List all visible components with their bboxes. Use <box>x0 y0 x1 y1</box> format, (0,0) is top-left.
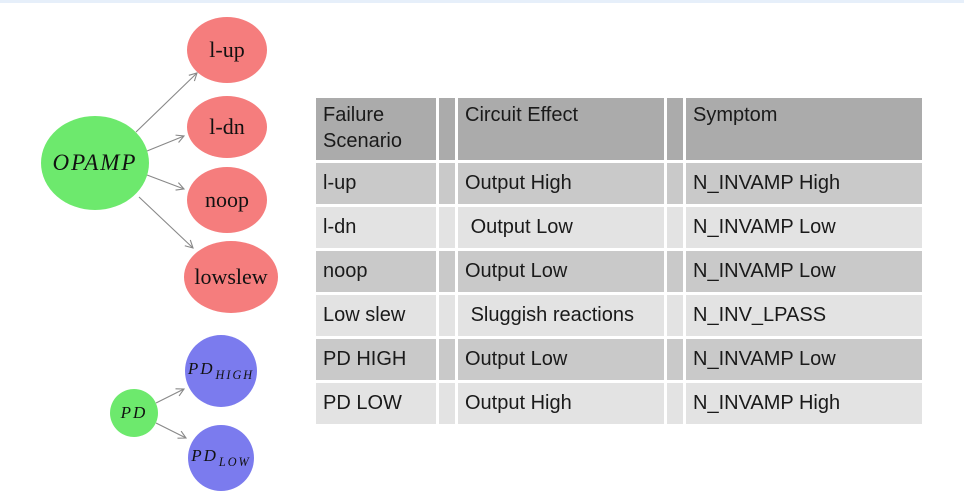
cell-symptom: N_INVAMP High <box>686 383 922 424</box>
failure-table: Failure Scenario Circuit Effect Symptom … <box>313 95 925 427</box>
node-pd-high-subscript: HIGH <box>215 367 255 382</box>
cell-spacer <box>439 163 455 204</box>
table-row: l-dn Output Low N_INVAMP Low <box>316 207 922 248</box>
cell-spacer <box>667 251 683 292</box>
cell-symptom: N_INVAMP Low <box>686 251 922 292</box>
cell-scenario: Low slew <box>316 295 436 336</box>
node-noop-label: noop <box>205 187 249 212</box>
header-spacer-1 <box>439 98 455 160</box>
cell-symptom: N_INVAMP Low <box>686 207 922 248</box>
cell-spacer <box>667 383 683 424</box>
node-pd-high-label: PDHIGH <box>187 359 255 382</box>
table-header-row: Failure Scenario Circuit Effect Symptom <box>316 98 922 160</box>
cell-spacer <box>439 295 455 336</box>
node-l-up: l-up <box>187 17 267 83</box>
cell-scenario: PD LOW <box>316 383 436 424</box>
cell-effect: Output Low <box>458 339 664 380</box>
table-row: noop Output Low N_INVAMP Low <box>316 251 922 292</box>
top-border-strip <box>0 0 964 3</box>
node-pd-low-subscript: LOW <box>218 454 251 469</box>
cell-scenario: l-dn <box>316 207 436 248</box>
cell-symptom: N_INVAMP High <box>686 163 922 204</box>
table-row: l-up Output High N_INVAMP High <box>316 163 922 204</box>
cell-scenario: l-up <box>316 163 436 204</box>
node-noop: noop <box>187 167 267 233</box>
node-pd-high: PDHIGH <box>185 335 257 407</box>
col-header-symptom: Symptom <box>686 98 922 160</box>
cell-effect: Output High <box>458 383 664 424</box>
table-row: Low slew Sluggish reactions N_INV_LPASS <box>316 295 922 336</box>
node-lowslew-label: lowslew <box>194 264 268 289</box>
cell-scenario: PD HIGH <box>316 339 436 380</box>
cell-symptom: N_INV_LPASS <box>686 295 922 336</box>
node-l-up-label: l-up <box>209 37 245 62</box>
node-l-dn-label: l-dn <box>209 114 245 139</box>
cell-spacer <box>667 295 683 336</box>
cell-effect: Output Low <box>458 207 664 248</box>
arrow-pd-pdhigh <box>155 388 186 404</box>
cell-spacer <box>439 339 455 380</box>
node-pd-low: PDLOW <box>188 425 254 491</box>
cell-spacer <box>667 163 683 204</box>
arrow-opamp-lowslew <box>138 196 194 249</box>
cell-spacer <box>667 339 683 380</box>
arrow-opamp-ldn <box>146 134 186 152</box>
node-opamp: OPAMP <box>41 116 149 210</box>
header-spacer-2 <box>667 98 683 160</box>
cell-spacer <box>439 383 455 424</box>
cell-spacer <box>439 207 455 248</box>
node-l-dn: l-dn <box>187 96 267 158</box>
cell-symptom: N_INVAMP Low <box>686 339 922 380</box>
col-header-circuit-effect: Circuit Effect <box>458 98 664 160</box>
arrow-pd-pdlow <box>155 422 188 439</box>
node-pd-label: PD <box>120 403 148 422</box>
node-opamp-label: OPAMP <box>52 150 138 175</box>
node-pd-low-label: PDLOW <box>191 446 251 469</box>
table-row: PD LOW Output High N_INVAMP High <box>316 383 922 424</box>
col-header-failure-scenario: Failure Scenario <box>316 98 436 160</box>
cell-effect: Sluggish reactions <box>458 295 664 336</box>
cell-spacer <box>667 207 683 248</box>
cell-scenario: noop <box>316 251 436 292</box>
node-lowslew: lowslew <box>184 241 278 313</box>
cell-effect: Output High <box>458 163 664 204</box>
cell-spacer <box>439 251 455 292</box>
node-pd: PD <box>110 389 158 437</box>
cell-effect: Output Low <box>458 251 664 292</box>
arrow-opamp-noop <box>146 174 186 191</box>
table-row: PD HIGH Output Low N_INVAMP Low <box>316 339 922 380</box>
